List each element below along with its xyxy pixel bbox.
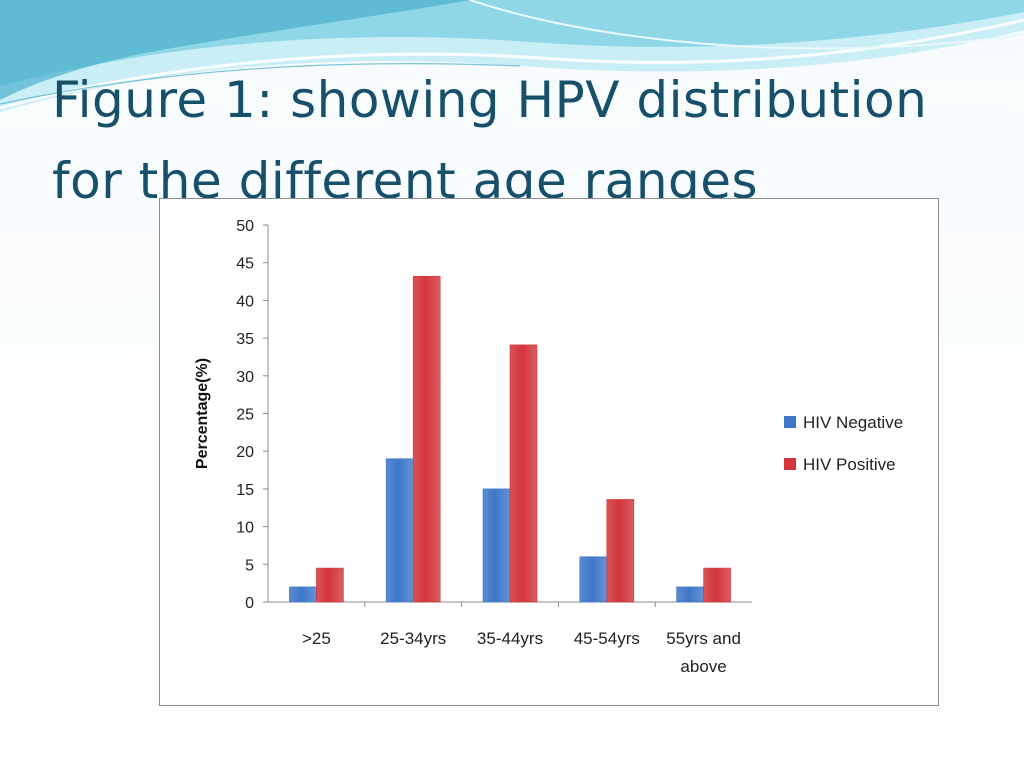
bar-hiv-positive	[316, 567, 344, 603]
slide-title-line-1: Figure 1: showing HPV distribution	[52, 71, 928, 129]
x-category-label: 55yrs and above	[666, 629, 741, 676]
legend-swatch-hiv-negative	[784, 416, 796, 428]
bar-hiv-positive	[703, 567, 731, 603]
y-tick-label: 10	[236, 520, 254, 537]
bar-hiv-positive	[606, 499, 635, 603]
y-tick-label: 0	[245, 595, 254, 612]
y-tick-label: 50	[236, 218, 254, 235]
x-category-label: 45-54yrs	[574, 629, 640, 648]
y-tick-label: 20	[236, 444, 254, 461]
wave-decoration-line-2	[0, 63, 521, 105]
bar-hiv-negative	[676, 586, 704, 603]
x-category-label: >25	[302, 629, 331, 648]
wave-decoration-highlight	[0, 18, 1024, 110]
bar-hiv-positive	[509, 344, 538, 603]
y-tick-label: 25	[236, 407, 254, 424]
bar-chart: 0 5 10 15 20 25 30 35 40 45 50 Percentage(%) >25 25-3…	[194, 218, 903, 676]
y-tick-label: 5	[245, 557, 254, 574]
legend-label-hiv-positive: HIV Positive	[803, 455, 896, 474]
y-tick-label: 45	[236, 256, 254, 273]
legend-swatch-hiv-positive	[784, 458, 796, 470]
bar-hiv-negative	[482, 488, 511, 603]
y-tick-label: 40	[236, 293, 254, 310]
y-axis-title: Percentage(%)	[194, 358, 211, 469]
bar-hiv-negative	[289, 586, 317, 603]
legend-label-hiv-negative: HIV Negative	[803, 413, 903, 432]
chart-frame: 0 5 10 15 20 25 30 35 40 45 50 Percentage(%) >25 25-3…	[159, 198, 939, 706]
bar-hiv-positive	[412, 275, 441, 603]
x-category-label: 35-44yrs	[477, 629, 543, 648]
y-tick-label: 15	[236, 482, 254, 499]
bar-hiv-negative	[385, 458, 414, 603]
wave-decoration-line	[469, 0, 1024, 50]
x-category-label: 25-34yrs	[380, 629, 446, 648]
bar-hiv-negative	[579, 556, 608, 603]
y-tick-label: 30	[236, 369, 254, 386]
wave-decoration-dark	[0, 0, 470, 100]
y-tick-label: 35	[236, 331, 254, 348]
